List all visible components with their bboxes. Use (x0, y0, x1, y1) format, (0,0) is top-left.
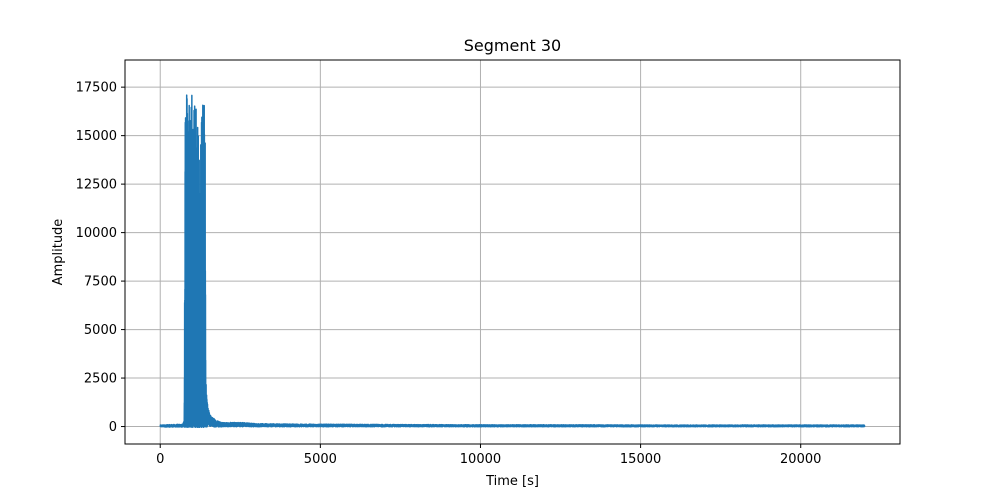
y-tick-label: 15000 (76, 129, 117, 144)
y-tick-label: 5000 (84, 323, 117, 338)
x-tick-label: 0 (156, 452, 164, 467)
x-axis-ticks: 0 5000 10000 15000 20000 (156, 444, 821, 467)
x-tick-label: 15000 (620, 452, 661, 467)
y-tick-label: 12500 (76, 178, 117, 193)
y-tick-label: 0 (109, 420, 117, 435)
plot-frame (124, 59, 901, 445)
y-tick-label: 10000 (76, 226, 117, 241)
y-tick-label: 7500 (84, 275, 117, 290)
x-tick-label: 10000 (460, 452, 501, 467)
series-line (159, 94, 866, 429)
y-axis-label: Amplitude (51, 219, 66, 286)
x-tick-label: 20000 (780, 452, 821, 467)
x-axis-label: Time [s] (485, 474, 539, 489)
grid (125, 60, 900, 444)
y-axis-ticks: 0 2500 5000 7500 10000 12500 15000 17500 (76, 81, 125, 435)
y-tick-label: 17500 (76, 81, 117, 96)
y-tick-label: 2500 (84, 372, 117, 387)
chart-title: Segment 30 (464, 36, 561, 55)
series-path (159, 94, 866, 429)
x-tick-label: 5000 (304, 452, 337, 467)
